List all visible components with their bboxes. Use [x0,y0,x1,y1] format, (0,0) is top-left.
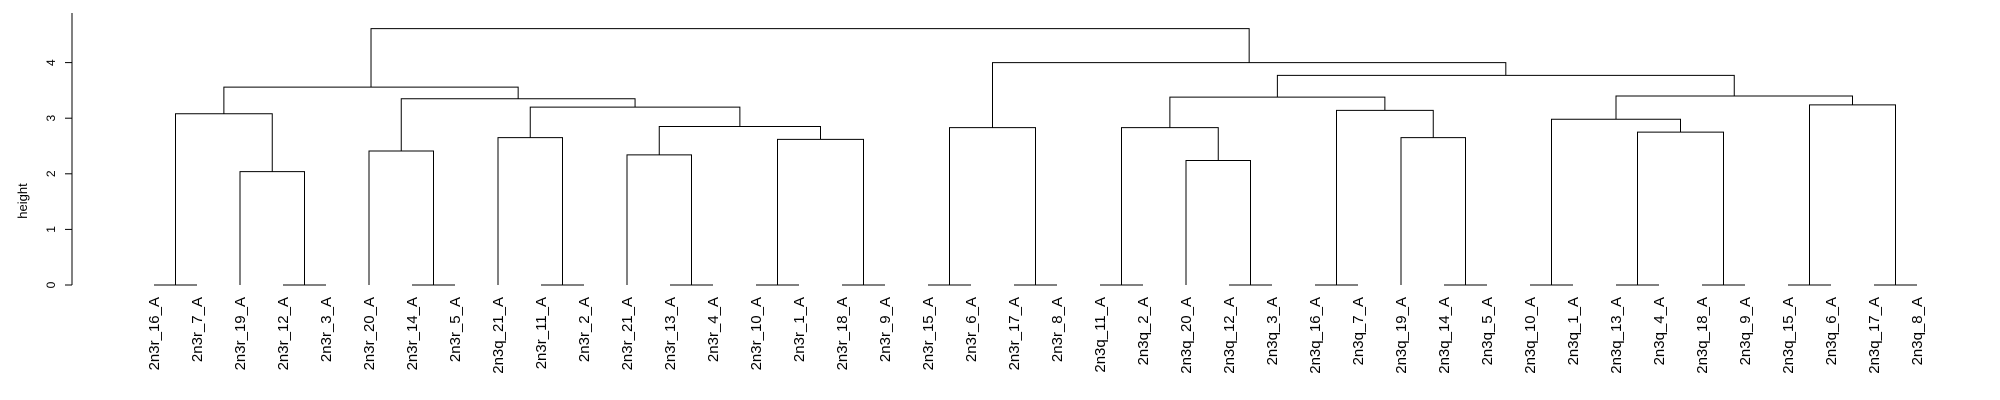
leaf-label: 2n3q_12_A [1221,297,1238,374]
dendrogram-link [1551,118,1681,285]
dendrogram-link [1809,104,1896,285]
leaf-label: 2n3r_18_A [834,297,851,370]
dendrogram-link [1615,95,1853,120]
dendrogram-link [370,28,1250,88]
dendrogram-link [368,150,434,285]
leaf-label: 2n3q_13_A [1608,297,1625,374]
dendrogram-link [1185,159,1251,285]
leaf-label: 2n3r_14_A [404,297,421,370]
leaf-label: 2n3r_15_A [920,297,937,370]
y-tick-label: 4 [44,59,58,66]
dendrogram-link [175,113,273,285]
dendrogram-link [992,62,1507,128]
leaf-label: 2n3r_10_A [748,297,765,370]
leaf-label: 2n3q_17_A [1866,297,1883,374]
y-axis-ticks: 0 1 2 3 4 [44,59,72,288]
leaf-labels: 2n3r_16_A 2n3r_7_A 2n3r_19_A 2n3r_12_A 2n3r_… [146,297,1926,374]
dendrogram-link [949,127,1036,285]
leaf-label: 2n3q_18_A [1694,297,1711,374]
dendrogram-link [1121,127,1219,285]
leaf-label: 2n3q_15_A [1780,297,1797,374]
leaf-label: 2n3r_16_A [146,297,163,370]
leaf-label: 2n3r_5_A [447,297,464,362]
leaf-label: 2n3q_3_A [1264,297,1281,365]
leaf-label: 2n3r_13_A [662,297,679,370]
leaf-label: 2n3q_7_A [1350,297,1367,365]
leaf-label: 2n3q_4_A [1651,297,1668,365]
dendrogram-link [777,138,864,285]
leaf-label: 2n3r_7_A [189,297,206,362]
dendrogram-link [1400,137,1466,285]
leaf-label: 2n3q_21_A [490,297,507,374]
leaf-label: 2n3r_1_A [791,297,808,362]
leaf-label: 2n3q_10_A [1522,297,1539,374]
leaf-label: 2n3q_14_A [1436,297,1453,374]
dendrogram-link [1637,131,1724,285]
leaf-label: 2n3q_19_A [1393,297,1410,374]
dendrogram-link [400,98,636,152]
leaf-label: 2n3q_20_A [1178,297,1195,374]
leaf-label: 2n3r_12_A [275,297,292,370]
leaf-label: 2n3q_16_A [1307,297,1324,374]
leaf-label: 2n3r_3_A [318,297,335,362]
leaf-label: 2n3r_4_A [705,297,722,362]
leaf-label: 2n3r_8_A [1049,297,1066,362]
y-tick-label: 0 [44,281,58,288]
leaf-label: 2n3r_2_A [576,297,593,362]
y-tick-label: 2 [44,170,58,177]
dendrogram-links [154,28,1917,286]
leaf-label: 2n3q_5_A [1479,297,1496,365]
dendrogram-link [223,86,519,114]
leaf-label: 2n3r_21_A [619,297,636,370]
y-tick-label: 1 [44,226,58,233]
leaf-label: 2n3q_6_A [1823,297,1840,365]
leaf-label: 2n3r_17_A [1006,297,1023,370]
leaf-label: 2n3r_6_A [963,297,980,362]
y-tick-label: 3 [44,115,58,122]
leaf-label: 2n3r_11_A [533,297,550,369]
dendrogram-link [658,126,821,155]
y-axis-title: height [15,183,30,219]
dendrogram-link [1336,109,1434,285]
leaf-label: 2n3r_20_A [361,297,378,370]
dendrogram-link [239,171,305,285]
leaf-label: 2n3q_2_A [1135,297,1152,365]
leaf-label: 2n3q_9_A [1737,297,1754,365]
dendrogram-link [1276,74,1735,98]
dendrogram-link [497,137,563,285]
leaf-label: 2n3r_19_A [232,297,249,370]
leaf-label: 2n3q_8_A [1909,297,1926,365]
dendrogram-link [1169,96,1386,128]
dendrogram-link [529,106,741,138]
dendrogram-link [626,154,692,285]
leaf-label: 2n3q_11_A [1092,297,1109,373]
leaf-label: 2n3r_9_A [877,297,894,362]
leaf-label: 2n3q_1_A [1565,297,1582,365]
